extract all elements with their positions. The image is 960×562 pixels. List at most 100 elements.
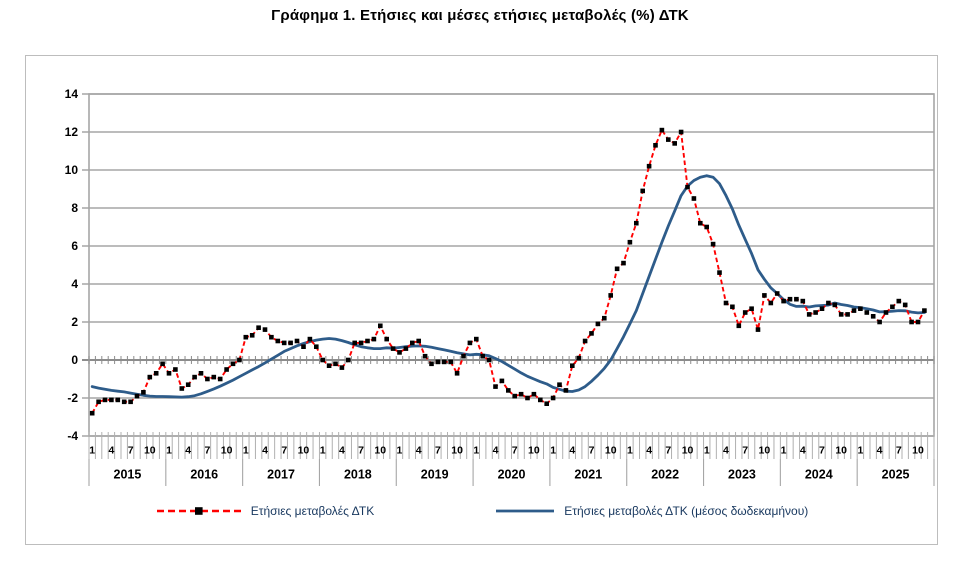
- annual-change-marker: [262, 327, 268, 332]
- month-tick-label: 1: [473, 445, 479, 457]
- annual-change-marker: [403, 346, 409, 351]
- plot-frame: [88, 93, 935, 437]
- annual-change-marker: [153, 371, 159, 376]
- annual-change-marker: [614, 266, 620, 272]
- month-tick-label: 7: [205, 445, 211, 457]
- annual-change-marker: [819, 306, 825, 311]
- annual-change-marker: [525, 395, 530, 401]
- year-label: 2016: [190, 468, 218, 482]
- annual-change-marker: [333, 361, 338, 367]
- annual-change-marker: [685, 184, 690, 190]
- annual-change-marker: [832, 302, 838, 308]
- month-tick-label: 1: [243, 445, 249, 457]
- annual-change-marker: [224, 367, 229, 372]
- annual-change-marker: [691, 196, 697, 201]
- month-tick-label: 4: [723, 445, 729, 457]
- annual-change-marker: [243, 334, 249, 340]
- month-tick-label: 10: [912, 445, 924, 457]
- annual-change-marker: [480, 353, 485, 359]
- annual-change-marker: [550, 395, 556, 401]
- annual-change-marker: [141, 390, 146, 395]
- annual-change-marker: [826, 300, 831, 306]
- annual-change-marker: [621, 260, 626, 266]
- month-tick-label: 10: [605, 445, 617, 457]
- month-tick-label: 4: [262, 445, 268, 457]
- month-tick-label: 7: [128, 445, 134, 457]
- annual-change-marker: [909, 319, 914, 325]
- annual-change-marker: [755, 327, 761, 332]
- annual-change-marker: [192, 374, 197, 380]
- year-label: 2022: [651, 468, 679, 482]
- month-tick-label: 10: [298, 445, 310, 457]
- y-axis-label: 12: [65, 125, 79, 139]
- annual-change-marker: [429, 361, 434, 367]
- annual-change-marker: [806, 312, 812, 317]
- annual-change-marker: [589, 331, 594, 336]
- month-tick-label: 1: [397, 445, 403, 457]
- annual-change-marker: [102, 397, 108, 403]
- annual-change-marker: [582, 338, 588, 344]
- month-tick-label: 4: [185, 445, 191, 457]
- y-axis-label: 0: [71, 353, 78, 367]
- annual-change-marker: [474, 336, 479, 342]
- annual-change-marker: [838, 312, 844, 317]
- annual-change-marker: [365, 338, 370, 344]
- annual-change-marker: [717, 270, 722, 275]
- year-label: 2023: [728, 468, 756, 482]
- annual-change-marker: [249, 333, 255, 338]
- month-tick-label: 7: [896, 445, 902, 457]
- y-axis-label: 8: [71, 201, 78, 215]
- annual-change-marker: [454, 371, 460, 376]
- y-axis-label: 10: [65, 163, 79, 177]
- annual-change-marker: [794, 296, 799, 302]
- annual-change-marker: [736, 323, 742, 329]
- year-label: 2019: [421, 468, 449, 482]
- annual-change-marker: [890, 304, 895, 310]
- annual-change-marker: [640, 188, 645, 194]
- chart-title: Γράφημα 1. Ετήσιες και μέσες ετήσιες μετ…: [271, 7, 689, 24]
- month-tick-label: 1: [704, 445, 710, 457]
- annual-change-marker: [281, 340, 287, 346]
- annual-change-marker: [499, 378, 505, 384]
- annual-change-marker: [179, 386, 185, 391]
- annual-change-marker: [768, 300, 774, 306]
- month-tick-label: 1: [781, 445, 787, 457]
- annual-change-marker: [205, 376, 210, 382]
- annual-change-marker: [646, 163, 652, 169]
- annual-change-marker: [659, 127, 665, 133]
- blue-line-sample: [496, 509, 555, 513]
- annual-change-marker: [467, 340, 473, 346]
- annual-change-marker: [531, 391, 537, 397]
- month-tick-label: 7: [589, 445, 595, 457]
- annual-change-marker: [710, 241, 716, 247]
- annual-change-marker: [563, 388, 569, 393]
- annual-change-marker: [576, 355, 581, 361]
- annual-change-marker: [864, 310, 870, 315]
- month-tick-label: 10: [144, 445, 156, 457]
- annual-change-marker: [390, 346, 396, 351]
- month-tick-label: 4: [493, 445, 499, 457]
- y-axis-label: 2: [71, 315, 78, 329]
- annual-change-marker: [762, 293, 767, 298]
- month-tick-label: 10: [835, 445, 847, 457]
- annual-change-marker: [538, 397, 543, 403]
- annual-change-marker: [230, 361, 236, 367]
- annual-change-marker: [922, 308, 927, 313]
- annual-change-marker: [416, 338, 421, 344]
- annual-change-marker: [121, 399, 127, 405]
- annual-change-marker: [96, 399, 101, 405]
- annual-change-marker: [384, 336, 389, 342]
- year-label: 2017: [267, 468, 295, 482]
- annual-change-marker: [301, 344, 306, 349]
- annual-change-marker: [320, 357, 325, 363]
- annual-change-marker: [294, 338, 300, 344]
- annual-change-marker: [442, 359, 447, 365]
- annual-change-marker: [461, 353, 466, 359]
- month-tick-label: 4: [569, 445, 575, 457]
- red-dashed-line-sample: [156, 507, 241, 515]
- annual-change-marker: [557, 382, 562, 387]
- annual-change-marker: [742, 310, 748, 315]
- annual-change-marker: [198, 371, 204, 376]
- annual-change-marker: [730, 304, 735, 310]
